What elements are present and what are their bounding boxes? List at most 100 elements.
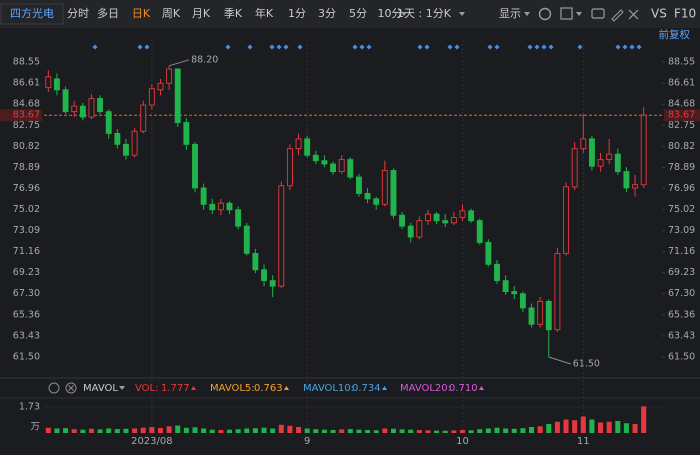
period-button[interactable]: 3分 (318, 7, 336, 20)
x-tick-label: 11 (577, 436, 590, 447)
legend-name: MAVOL10: (303, 383, 354, 394)
candle-body (105, 111, 112, 134)
event-marker[interactable] (424, 44, 430, 50)
y-tick-label-right: 69.23 (668, 267, 695, 278)
volume-bar (97, 429, 103, 433)
event-marker[interactable] (352, 44, 358, 50)
range-select[interactable]: 1天 : 1分K (397, 7, 452, 20)
event-marker[interactable] (92, 44, 98, 50)
volume-bar (511, 428, 517, 433)
dropdown-icon (524, 12, 530, 16)
volume-tick-label: 1.73 (19, 402, 40, 413)
y-tick-label: 63.43 (13, 330, 40, 341)
candle-body (330, 163, 337, 173)
event-marker[interactable] (144, 44, 150, 50)
event-marker[interactable] (276, 44, 282, 50)
period-button[interactable]: 年K (255, 6, 274, 20)
pen-icon[interactable] (611, 9, 624, 22)
event-marker[interactable] (487, 44, 493, 50)
event-marker[interactable] (541, 44, 547, 50)
volume-bar (537, 426, 543, 433)
y-tick-label: 75.02 (13, 204, 40, 215)
event-marker[interactable] (297, 44, 303, 50)
period-button[interactable]: 1分 (288, 7, 306, 20)
event-marker[interactable] (283, 44, 289, 50)
candle-body (235, 209, 242, 227)
period-button[interactable]: 季K (224, 7, 243, 20)
candle-body (243, 225, 250, 254)
period-button[interactable]: 分时 (67, 7, 89, 20)
stock-name[interactable]: 四方光电 (10, 6, 54, 20)
volume-bar (123, 428, 129, 433)
volume-bar (365, 430, 371, 433)
volume-bar (589, 419, 595, 433)
period-button[interactable]: 周K (162, 7, 181, 20)
indicator-name[interactable]: MAVOL (83, 383, 118, 394)
candle-body (97, 98, 104, 113)
candle-body (563, 186, 569, 254)
candle-body (183, 122, 190, 145)
event-marker[interactable] (527, 44, 533, 50)
vs-button[interactable]: VS (651, 7, 667, 21)
event-marker[interactable] (577, 44, 583, 50)
dropdown-icon (576, 12, 582, 16)
candle-body (62, 89, 69, 113)
adjust-button[interactable]: 前复权 (659, 28, 691, 41)
event-marker[interactable] (359, 44, 365, 50)
candle-body (511, 291, 518, 295)
volume-bar (606, 421, 612, 433)
candle-body (606, 153, 613, 161)
indicator-close[interactable] (65, 382, 77, 394)
event-marker[interactable] (534, 44, 540, 50)
period-button[interactable]: 5分 (349, 7, 367, 20)
legend-arrow (382, 386, 387, 390)
candle-body (45, 76, 52, 89)
period-button[interactable]: 10分 (378, 7, 403, 20)
event-marker[interactable] (225, 44, 231, 50)
event-marker[interactable] (615, 44, 621, 50)
event-marker[interactable] (629, 44, 635, 50)
candle-body (347, 159, 354, 178)
volume-bar (244, 428, 250, 433)
volume-bar (382, 428, 388, 433)
volume-bar (296, 427, 302, 433)
checkbox-icon[interactable] (560, 7, 573, 20)
period-button[interactable]: 月K (192, 7, 211, 20)
event-marker[interactable] (622, 44, 628, 50)
tool-icon[interactable] (628, 9, 639, 20)
event-marker[interactable] (247, 44, 253, 50)
event-marker[interactable] (447, 44, 453, 50)
event-marker[interactable] (366, 44, 372, 50)
period-button[interactable]: 多日 (97, 6, 119, 20)
f10-button[interactable]: F10 (674, 7, 696, 21)
volume-bar (425, 430, 431, 433)
candle-body (209, 203, 216, 211)
event-marker[interactable] (548, 44, 554, 50)
candle-body (148, 88, 155, 106)
y-tick-label-right: 82.75 (668, 120, 695, 131)
volume-bar (641, 406, 647, 433)
event-marker[interactable] (494, 44, 500, 50)
event-marker[interactable] (417, 44, 423, 50)
y-tick-label: 80.82 (13, 141, 40, 152)
volume-bar (183, 427, 189, 433)
volume-bar (399, 429, 405, 433)
event-marker[interactable] (137, 44, 143, 50)
settings-icon[interactable] (538, 7, 552, 21)
legend-value: 0.763 (254, 383, 283, 394)
display-button[interactable]: 显示 (499, 7, 521, 20)
max-pointer (168, 59, 190, 67)
volume-bar (434, 430, 440, 433)
candle-body (554, 252, 561, 331)
camera-icon[interactable] (591, 8, 605, 19)
candle-body (217, 202, 224, 211)
event-marker[interactable] (454, 44, 460, 50)
event-marker[interactable] (269, 44, 275, 50)
candle-body (416, 220, 423, 238)
indicator-settings[interactable] (48, 382, 60, 394)
event-marker[interactable] (636, 44, 642, 50)
volume-bar (330, 430, 336, 433)
volume-bar (218, 430, 224, 433)
period-button[interactable]: 日K (132, 7, 151, 20)
